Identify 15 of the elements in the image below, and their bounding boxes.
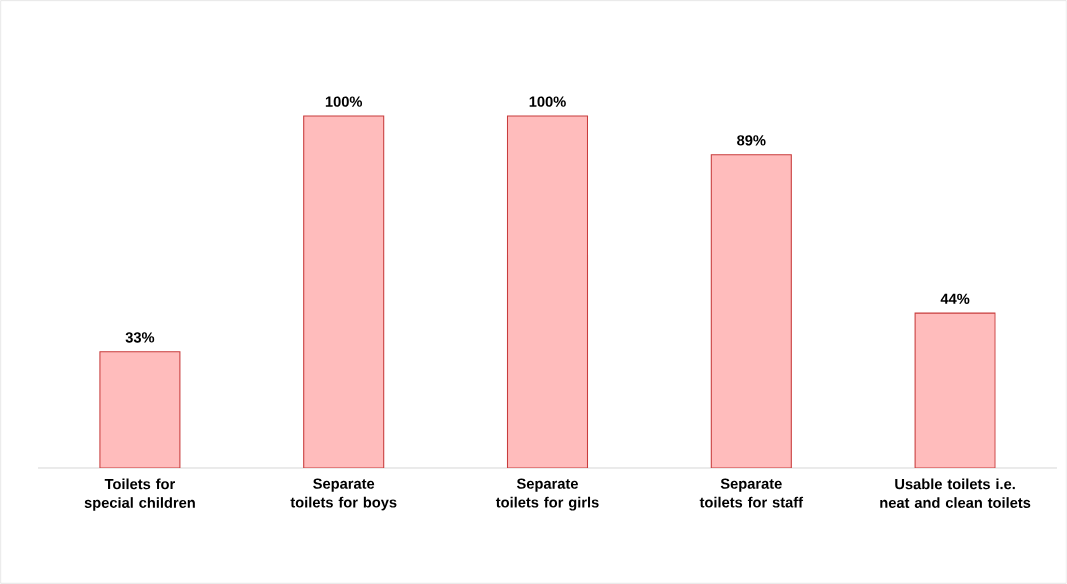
data-label: 100% [529,96,566,107]
x-tick-label: Separate toilets for staff [699,478,804,508]
data-label: 44% [940,293,970,304]
bar [99,351,181,468]
data-label: 100% [325,96,363,107]
data-label: 33% [125,332,155,343]
x-tick-label: Usable toilets i.e. neat and clean toilets [880,478,1031,508]
bar [914,312,996,468]
bar [710,154,792,468]
data-label: 89% [737,135,766,146]
x-tick-label: Toilets for special children [84,478,195,511]
bar [506,115,589,468]
x-tick-label: Separate toilets for boys [290,478,397,511]
bar [303,115,385,468]
x-tick-label: Separate toilets for girls [495,478,599,511]
